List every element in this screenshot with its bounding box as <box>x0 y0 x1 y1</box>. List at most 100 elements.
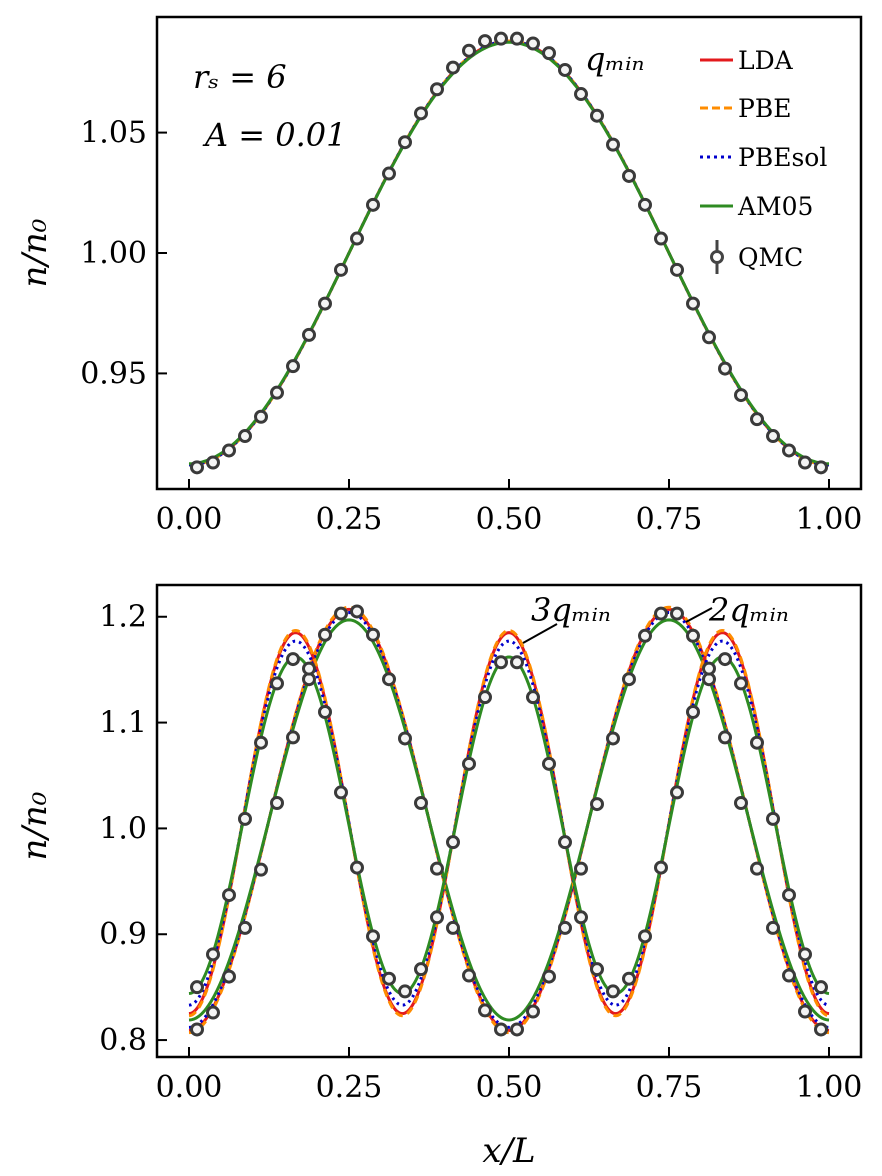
bottom-qmc-2q-min-point-13 <box>398 731 412 746</box>
bottom-ytick-label-1: 0.9 <box>99 917 147 952</box>
bottom-qmc-2q-min-point-22 <box>542 969 556 984</box>
top-qmc-point-18 <box>478 34 492 49</box>
bottom-qmc-2q-min-point-15 <box>430 861 444 876</box>
top-qmc-point-19 <box>494 31 508 46</box>
top-qmc-point-26 <box>606 137 620 152</box>
top-qmc-point-35 <box>750 412 764 427</box>
top-qmc-point-22 <box>542 46 556 61</box>
top-qmc-point-9 <box>334 262 348 277</box>
bottom-qmc-2q-min-point-5 <box>270 796 284 811</box>
top-qmc-point-1 <box>206 455 220 470</box>
top-curve-am05 <box>188 40 830 466</box>
legend: LDA PBE PBEsol AM05 QMC <box>700 46 827 274</box>
bottom-ytick-label-0: 0.8 <box>99 1023 147 1058</box>
bottom-qmc-2q-min-point-28 <box>638 628 652 643</box>
top-qmc-point-28 <box>638 197 652 212</box>
bottom-qmc-2q-min-point-14 <box>414 796 428 811</box>
top-qmc-point-29 <box>654 231 668 246</box>
bottom-qmc-2q-min-point-18 <box>478 1003 492 1018</box>
rs-annotation: rₛ = 6 <box>193 58 287 96</box>
bottom-qmc-3q-min-point-21 <box>526 690 540 705</box>
bottom-qmc-2q-min-point-33 <box>718 730 732 745</box>
top-qmc-point-4 <box>254 409 268 424</box>
bottom-qmc-3q-min-point-5 <box>270 676 284 691</box>
bottom-panel: 0.00 0.25 0.50 0.75 1.00 0.8 0.9 1.0 1.1 1.2 n/n₀… <box>15 583 862 1171</box>
bottom-qmc-3q-min-point-18 <box>478 690 492 705</box>
bottom-qmc-markers <box>190 604 828 1037</box>
bottom-qmc-3q-min-point-3 <box>238 811 252 826</box>
top-xtick-label-2: 0.50 <box>476 502 543 537</box>
bottom-ytick-label-2: 1.0 <box>99 811 147 846</box>
bottom-xtick-label-4: 1.00 <box>796 1070 863 1105</box>
bottom-curves <box>188 605 830 1035</box>
bottom-qmc-3q-min-point-16 <box>446 835 460 850</box>
bottom-qmc-3q-min-point-22 <box>542 756 556 771</box>
x-axis-label: x/L <box>482 1131 535 1171</box>
bottom-qmc-3q-min-point-7 <box>302 661 316 676</box>
top-qmc-point-25 <box>590 108 604 123</box>
bottom-qmc-3q-min-point-9 <box>334 785 348 800</box>
bottom-qmc-3q-min-point-0 <box>190 980 204 995</box>
top-curves <box>188 39 830 467</box>
top-xtick-label-0: 0.00 <box>156 502 223 537</box>
top-qmc-point-6 <box>286 359 300 374</box>
bottom-qmc-3q-min-point-24 <box>574 910 588 925</box>
top-qmc-point-0 <box>190 460 204 475</box>
top-qmc-point-37 <box>782 443 796 458</box>
top-y-axis-label: n/n₀ <box>15 218 55 287</box>
bottom-curve-lda-2q-min <box>188 607 830 1033</box>
bottom-qmc-3q-min-point-35 <box>750 735 764 750</box>
bottom-qmc-2q-min-point-20 <box>510 1022 524 1037</box>
bottom-qmc-3q-min-point-34 <box>734 676 748 691</box>
bottom-qmc-2q-min-point-8 <box>318 627 332 642</box>
top-qmc-point-38 <box>798 455 812 470</box>
bottom-qmc-3q-min-point-2 <box>222 888 236 903</box>
2qmin-leader-line <box>685 607 713 623</box>
top-qmc-point-8 <box>318 296 332 311</box>
top-xtick-label-3: 0.75 <box>636 502 703 537</box>
bottom-qmc-3q-min-point-38 <box>798 947 812 962</box>
bottom-qmc-3q-min-point-15 <box>430 910 444 925</box>
bottom-curve-pbe-3q-min <box>188 629 830 1018</box>
top-qmc-markers <box>190 31 828 475</box>
bottom-qmc-3q-min-point-28 <box>638 929 652 944</box>
bottom-qmc-2q-min-point-31 <box>686 628 700 643</box>
top-qmc-point-39 <box>814 460 828 475</box>
bottom-qmc-2q-min-point-11 <box>366 627 380 642</box>
bottom-qmc-3q-min-point-8 <box>318 705 332 719</box>
bottom-qmc-3q-min-point-23 <box>558 835 572 850</box>
bottom-xtick-label-0: 0.00 <box>156 1070 223 1105</box>
bottom-ticks: 0.00 0.25 0.50 0.75 1.00 0.8 0.9 1.0 1.1 1.2 <box>99 600 862 1105</box>
top-xtick-label-1: 0.25 <box>316 502 383 537</box>
bottom-qmc-3q-min-point-39 <box>814 980 828 995</box>
top-qmc-point-30 <box>670 262 684 277</box>
top-qmc-point-33 <box>718 361 732 376</box>
top-qmc-point-12 <box>382 166 396 181</box>
qmin-annotation: qₘᵢₙ <box>585 40 645 78</box>
bottom-ytick-label-4: 1.2 <box>99 600 147 635</box>
bottom-y-axis-label: n/n₀ <box>15 791 55 860</box>
bottom-qmc-2q-min-point-29 <box>654 606 668 621</box>
legend-qmc-marker <box>710 250 724 264</box>
top-ytick-label-0: 0.95 <box>80 356 147 391</box>
legend-pbe-label: PBE <box>738 94 791 123</box>
top-qmc-point-7 <box>302 327 316 342</box>
bottom-curve-lda-3q-min <box>188 631 830 1016</box>
bottom-qmc-2q-min-point-0 <box>190 1022 204 1037</box>
legend-am05-label: AM05 <box>737 192 813 221</box>
top-qmc-point-17 <box>462 43 476 58</box>
bottom-qmc-2q-min-point-30 <box>670 606 684 621</box>
top-ticks: 0.00 0.25 0.50 0.75 1.00 0.95 1.00 1.05 <box>80 116 862 537</box>
bottom-qmc-2q-min-point-12 <box>382 672 396 687</box>
top-qmc-point-5 <box>270 385 284 400</box>
bottom-qmc-3q-min-point-29 <box>654 860 668 875</box>
bottom-qmc-2q-min-point-39 <box>814 1022 828 1037</box>
bottom-qmc-2q-min-point-9 <box>334 606 348 621</box>
top-qmc-point-10 <box>350 231 364 246</box>
bottom-qmc-2q-min-point-6 <box>286 730 300 745</box>
top-qmc-point-21 <box>526 36 540 51</box>
bottom-qmc-3q-min-point-14 <box>414 962 428 977</box>
bottom-qmc-2q-min-point-38 <box>798 1004 812 1019</box>
legend-qmc-label: QMC <box>738 243 803 272</box>
bottom-qmc-2q-min-point-24 <box>574 861 588 876</box>
